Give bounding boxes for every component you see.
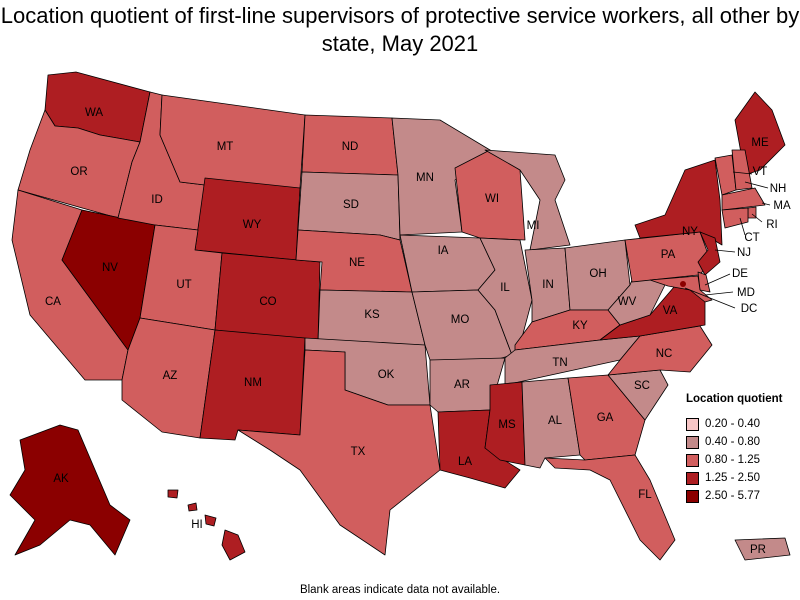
legend-label: 0.20 - 0.40	[705, 418, 760, 430]
state-label-ut: UT	[176, 279, 191, 291]
state-label-in: IN	[542, 279, 554, 291]
state-label-tn: TN	[552, 357, 567, 369]
state-label-ms: MS	[498, 419, 516, 431]
leader-lines	[684, 171, 771, 309]
state-HI-kauai[interactable]	[167, 489, 179, 499]
legend-item: 2.50 - 5.77	[686, 487, 796, 505]
state-label-ca: CA	[45, 296, 61, 308]
state-label-pa: PA	[661, 249, 676, 261]
state-label-ar: AR	[454, 379, 470, 391]
state-MN[interactable]	[391, 117, 491, 236]
state-label-hi: HI	[191, 519, 203, 531]
state-FL[interactable]	[544, 454, 676, 561]
state-HI-oahu[interactable]	[187, 502, 198, 512]
state-label-nh: NH	[770, 183, 787, 195]
state-label-wv: WV	[618, 296, 637, 308]
state-label-nv: NV	[102, 262, 118, 274]
footnote: Blank areas indicate data not available.	[299, 584, 501, 596]
state-AK[interactable]	[9, 424, 131, 556]
state-label-ak: AK	[53, 473, 69, 485]
state-MI[interactable]	[484, 149, 571, 251]
legend-swatch	[686, 435, 699, 449]
state-TX[interactable]	[237, 349, 441, 556]
state-label-ne: NE	[349, 257, 365, 269]
state-label-az: AZ	[163, 370, 178, 382]
state-label-ct: CT	[744, 232, 759, 244]
state-label-mo: MO	[451, 314, 470, 326]
state-label-ri: RI	[766, 219, 778, 231]
state-label-pr: PR	[750, 544, 766, 556]
state-label-ma: MA	[773, 200, 791, 212]
legend-swatch	[686, 417, 699, 431]
legend-label: 0.40 - 0.80	[705, 436, 760, 448]
state-label-mn: MN	[416, 172, 434, 184]
legend-item: 0.20 - 0.40	[686, 415, 796, 433]
state-PR[interactable]	[734, 537, 791, 561]
state-DC[interactable]	[680, 281, 686, 287]
state-label-co: CO	[259, 296, 276, 308]
state-label-wi: WI	[485, 193, 499, 205]
state-label-ga: GA	[597, 412, 614, 424]
state-label-or: OR	[70, 166, 87, 178]
map-title: Location quotient of first-line supervis…	[0, 3, 800, 56]
state-label-ok: OK	[378, 369, 395, 381]
state-IA[interactable]	[399, 234, 496, 293]
state-NH[interactable]	[731, 149, 753, 191]
state-NY[interactable]	[634, 159, 723, 246]
state-label-ky: KY	[572, 320, 588, 332]
state-label-md: MD	[737, 287, 755, 299]
state-label-al: AL	[548, 415, 563, 427]
state-labels: WA OR CA NV ID MT WY UT AZ CO NM ND SD NE KS OK TX MN IA MO…	[45, 107, 791, 556]
state-label-ks: KS	[364, 309, 380, 321]
state-label-vt: VT	[753, 166, 768, 178]
state-label-mt: MT	[217, 141, 234, 153]
state-HI-main[interactable]	[221, 529, 246, 561]
legend-label: 0.80 - 1.25	[705, 454, 760, 466]
state-label-sd: SD	[343, 199, 359, 211]
state-label-wy: WY	[243, 219, 262, 231]
state-label-de: DE	[732, 268, 748, 280]
state-label-va: VA	[663, 305, 678, 317]
legend-item: 0.40 - 0.80	[686, 433, 796, 451]
state-MD[interactable]	[649, 275, 713, 303]
legend-label: 1.25 - 2.50	[705, 472, 760, 484]
state-MA[interactable]	[721, 187, 766, 211]
state-label-mi: MI	[527, 220, 540, 232]
state-label-la: LA	[458, 456, 472, 468]
legend-item: 1.25 - 2.50	[686, 469, 796, 487]
state-label-nd: ND	[342, 141, 359, 153]
state-label-tx: TX	[351, 446, 366, 458]
map-legend: Location quotient 0.20 - 0.40 0.40 - 0.8…	[686, 393, 796, 505]
state-label-sc: SC	[634, 380, 650, 392]
state-label-nc: NC	[656, 348, 673, 360]
legend-title: Location quotient	[686, 393, 783, 405]
state-label-nj: NJ	[737, 247, 751, 259]
state-label-il: IL	[500, 282, 510, 294]
legend-swatch	[686, 453, 699, 467]
state-label-ia: IA	[438, 245, 449, 257]
state-label-dc: DC	[741, 303, 758, 315]
legend-swatch	[686, 489, 699, 503]
state-label-me: ME	[751, 137, 769, 149]
state-label-nm: NM	[244, 377, 262, 389]
state-HI-maui[interactable]	[204, 514, 217, 527]
state-label-oh: OH	[589, 268, 606, 280]
state-CT[interactable]	[721, 207, 749, 229]
state-label-ny: NY	[682, 226, 698, 238]
legend-swatch	[686, 471, 699, 485]
legend-item: 0.80 - 1.25	[686, 451, 796, 469]
state-label-fl: FL	[638, 489, 652, 501]
state-label-wa: WA	[85, 107, 103, 119]
legend-label: 2.50 - 5.77	[705, 490, 760, 502]
state-label-id: ID	[151, 194, 163, 206]
